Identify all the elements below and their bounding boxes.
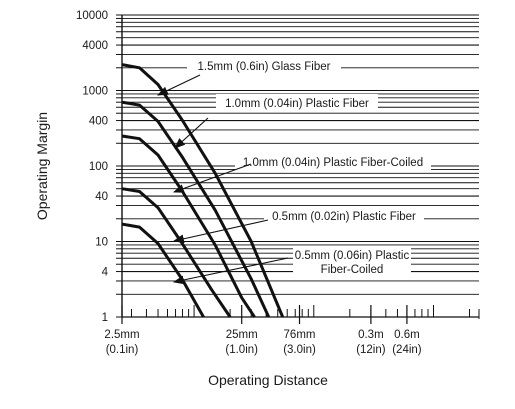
x-tick-sublabel: (24in): [392, 344, 422, 356]
y-tick-label: 40: [95, 191, 108, 203]
series-label-bg: [264, 207, 424, 225]
series-label-2: 1.0mm (0.04in) Plastic Fiber: [225, 98, 369, 110]
x-tick-sublabel: (12in): [356, 344, 386, 356]
y-tick-label: 400: [89, 116, 108, 128]
series-leader-arrow-2: [174, 117, 209, 149]
y-tick-label: 10: [95, 237, 108, 249]
y-tick-label: 10000: [76, 10, 108, 22]
series-leader-arrow-1: [157, 74, 201, 96]
x-tick-label: 76mm: [284, 329, 316, 341]
y-tick-label: 4000: [82, 40, 108, 52]
series-line-5: [121, 222, 205, 318]
series-label-bg: [293, 246, 411, 278]
series-label-bg: [187, 57, 341, 75]
x-tick-label: 2.5mm: [104, 329, 139, 341]
x-tick-label: 25mm: [226, 329, 258, 341]
x-axis-title: Operating Distance: [208, 372, 328, 388]
y-tick-label: 100: [89, 161, 108, 173]
series-leader-arrow-4: [172, 219, 269, 244]
series-line-1: [121, 63, 285, 318]
series-label-4: 0.5mm (0.02in) Plastic Fiber: [272, 211, 416, 223]
series-line-4: [121, 187, 232, 318]
x-tick-sublabel: (0.1in): [106, 344, 139, 356]
y-axis-title: Operating Margin: [34, 112, 50, 220]
series-line-2: [121, 100, 271, 318]
series-label-5: Fiber-Coiled: [321, 264, 384, 276]
series-label-bg: [216, 94, 378, 112]
y-tick-label: 4: [102, 267, 109, 279]
series-label-5: 0.5mm (0.06in) Plastic: [295, 250, 410, 262]
series-leader-arrow-3: [172, 163, 252, 193]
series-leader-arrow-5: [172, 257, 289, 285]
x-tick-sublabel: (3.0in): [283, 344, 316, 356]
series-label-1: 1.5mm (0.6in) Glass Fiber: [198, 61, 331, 73]
y-tick-label: 1000: [82, 86, 108, 98]
y-tick-label: 1: [102, 312, 108, 324]
series-label-3: 1.0mm (0.04in) Plastic Fiber-Coiled: [243, 157, 423, 169]
x-tick-label: 0.6m: [394, 329, 420, 341]
x-tick-label: 0.3m: [358, 329, 384, 341]
x-tick-sublabel: (1.0in): [225, 344, 258, 356]
series-label-bg: [235, 153, 431, 171]
